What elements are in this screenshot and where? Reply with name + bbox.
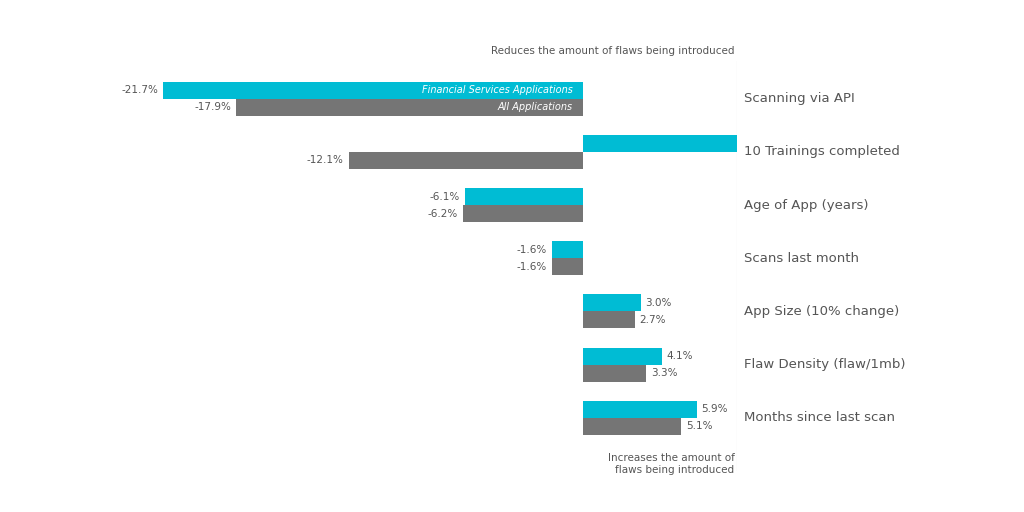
Text: Reduces the amount of flaws being introduced: Reduces the amount of flaws being introd… <box>490 46 734 56</box>
Bar <box>583 401 696 418</box>
Text: 3.0%: 3.0% <box>645 298 672 308</box>
Text: Scans last month: Scans last month <box>744 252 859 265</box>
Text: Scanning via API: Scanning via API <box>744 92 855 105</box>
Text: All Applications: All Applications <box>498 102 572 112</box>
Text: -6.1%: -6.1% <box>429 191 460 202</box>
Text: -1.6%: -1.6% <box>516 245 547 255</box>
Text: 5.1%: 5.1% <box>686 421 713 431</box>
Bar <box>552 258 583 275</box>
Bar <box>237 99 583 116</box>
Text: Months since last scan: Months since last scan <box>744 411 895 424</box>
Text: -17.9%: -17.9% <box>195 102 231 112</box>
Text: 2.7%: 2.7% <box>640 315 666 325</box>
Bar <box>583 365 646 381</box>
Text: -12.1%: -12.1% <box>307 155 344 165</box>
Bar <box>348 152 583 169</box>
Bar <box>583 311 635 329</box>
Text: -21.7%: -21.7% <box>121 85 158 95</box>
Text: App Size (10% change): App Size (10% change) <box>744 305 899 318</box>
Text: Increases the amount of
flaws being introduced: Increases the amount of flaws being intr… <box>607 454 734 475</box>
Bar <box>465 188 583 205</box>
Text: 5.9%: 5.9% <box>701 404 728 414</box>
Bar <box>583 135 1024 152</box>
Text: 4.1%: 4.1% <box>667 351 693 361</box>
Bar <box>463 205 583 222</box>
Bar <box>552 241 583 258</box>
Text: -1.6%: -1.6% <box>516 262 547 272</box>
Text: -6.2%: -6.2% <box>428 208 458 219</box>
Bar <box>163 81 583 99</box>
Text: Financial Services Applications: Financial Services Applications <box>422 85 572 95</box>
Bar <box>583 418 681 435</box>
Bar <box>583 294 641 311</box>
Text: Age of App (years): Age of App (years) <box>744 199 868 211</box>
Text: 3.3%: 3.3% <box>651 368 678 378</box>
Bar <box>583 348 662 365</box>
Text: 10 Trainings completed: 10 Trainings completed <box>744 145 900 158</box>
Text: Flaw Density (flaw/1mb): Flaw Density (flaw/1mb) <box>744 358 905 371</box>
